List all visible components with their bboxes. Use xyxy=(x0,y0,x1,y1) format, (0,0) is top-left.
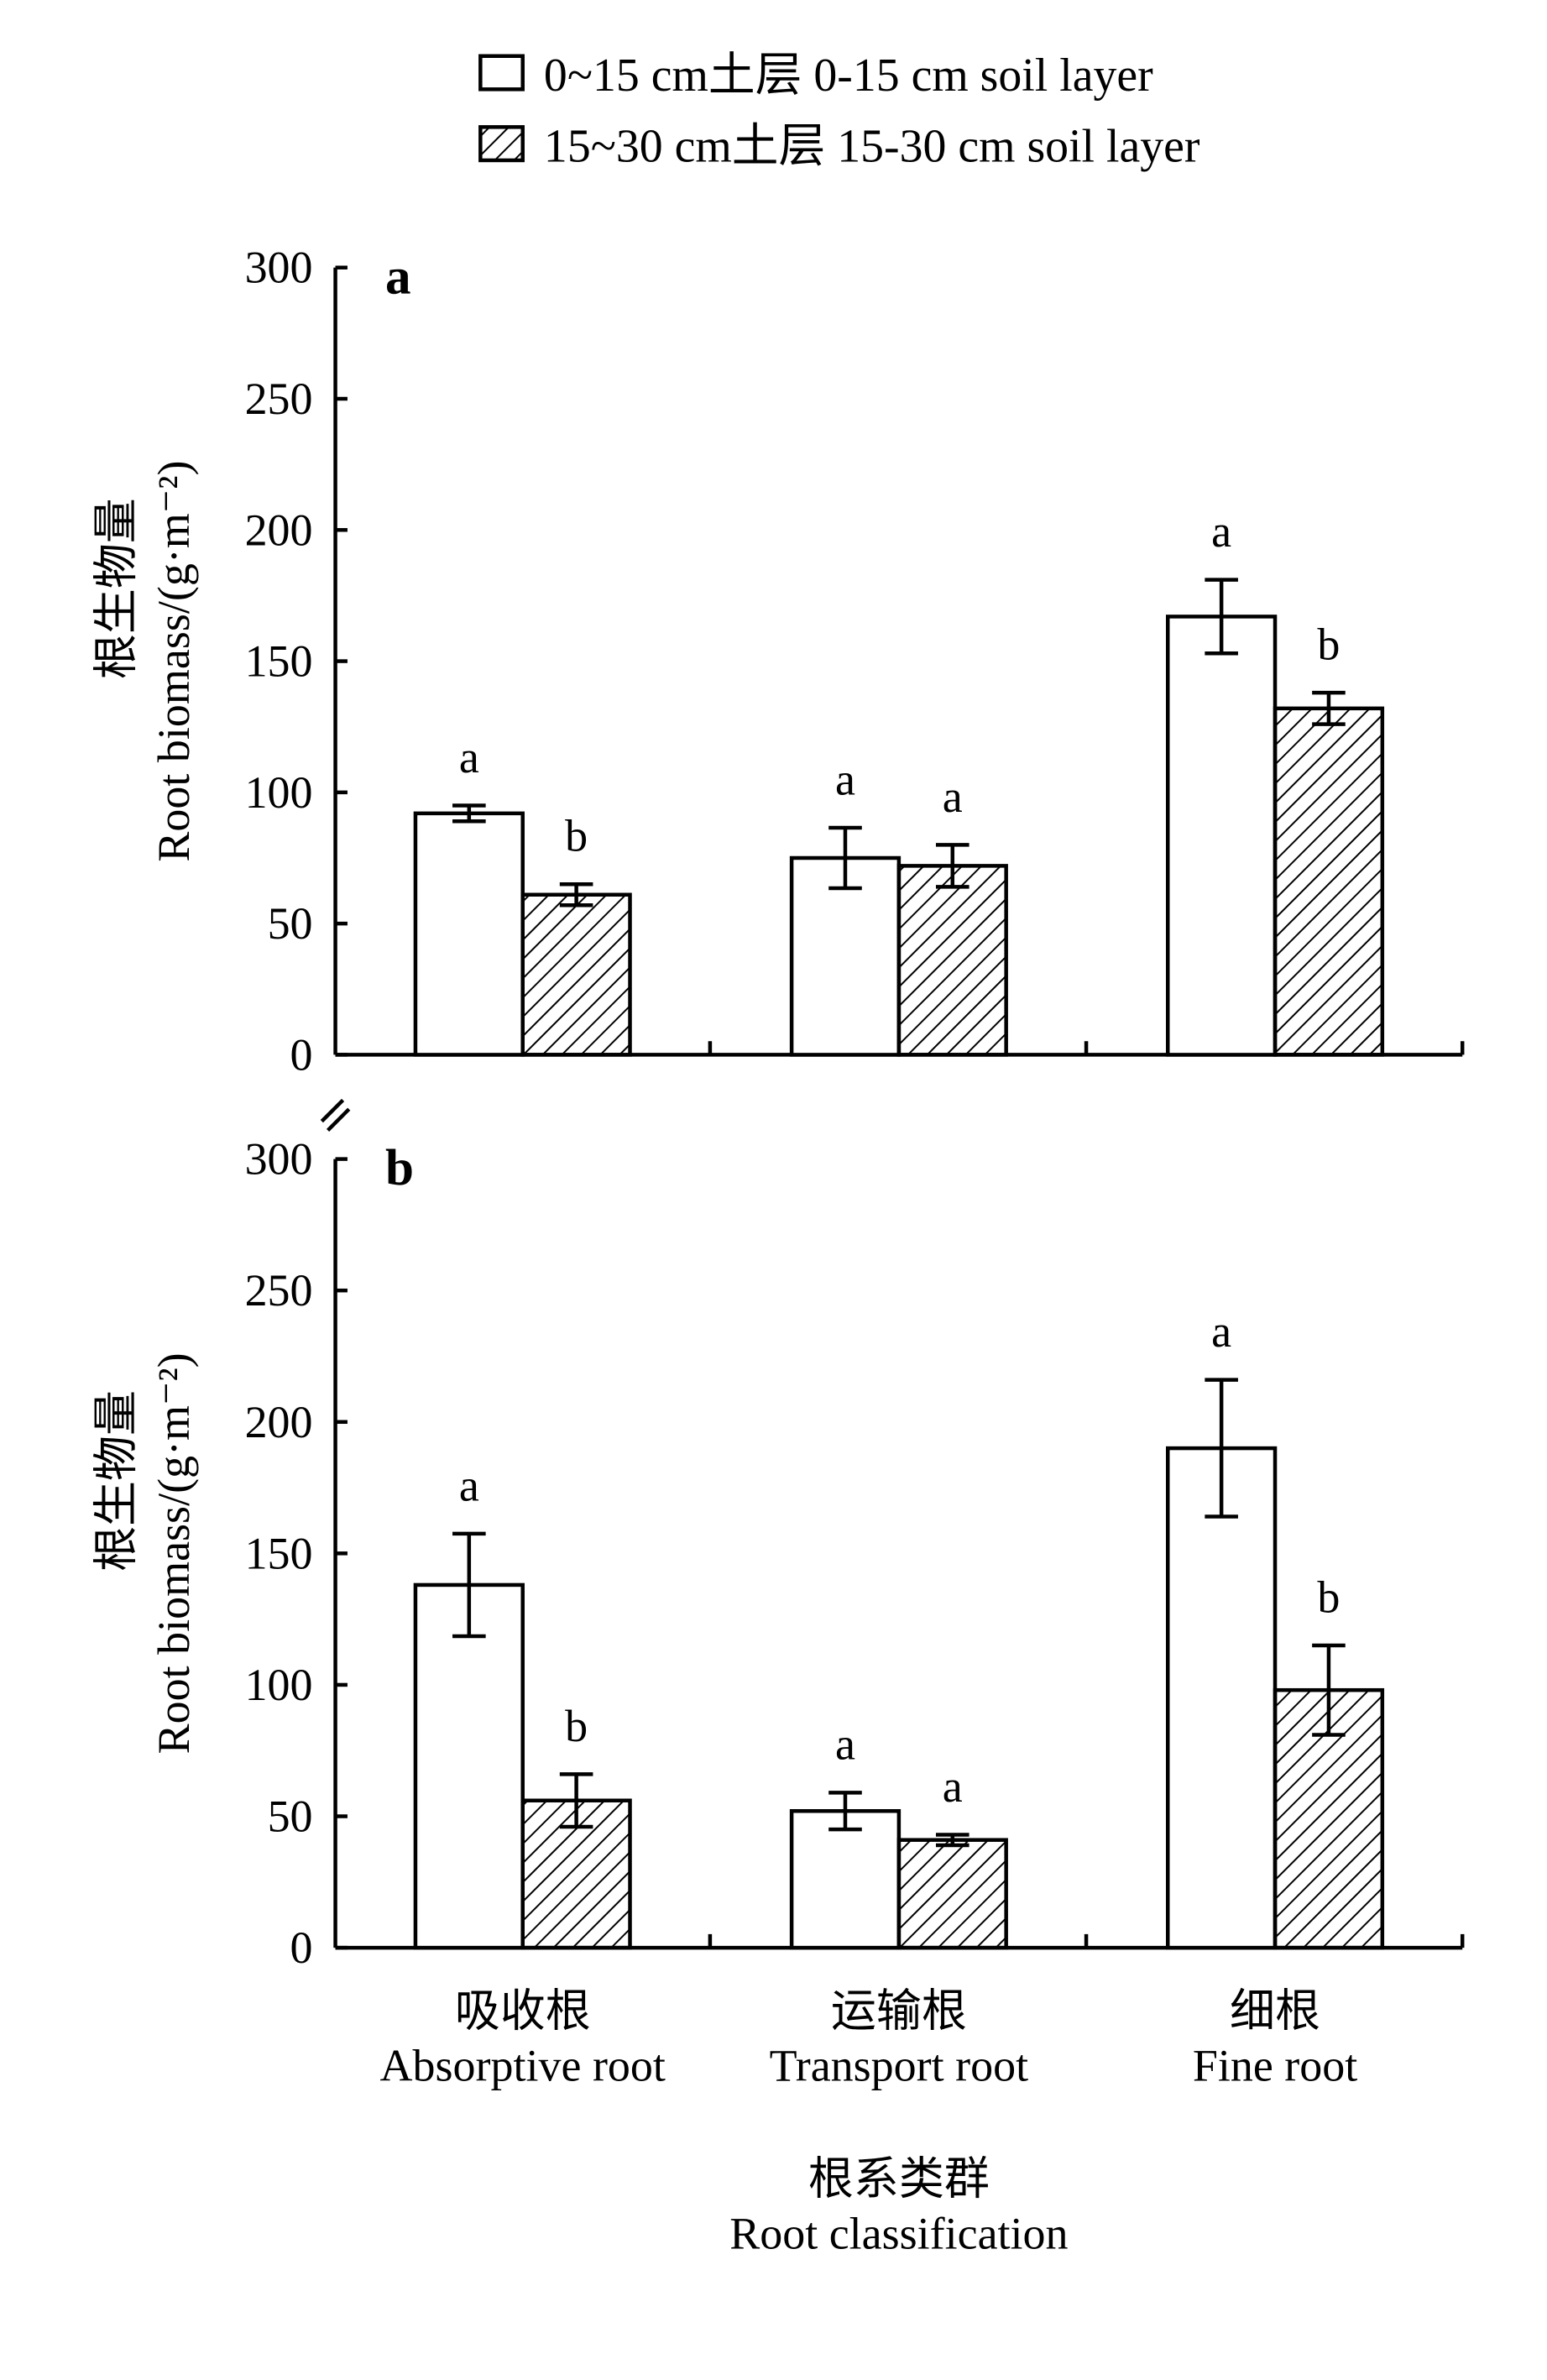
y-tick-label: 200 xyxy=(245,1397,313,1447)
significance-letter: a xyxy=(943,772,963,822)
y-tick-label: 300 xyxy=(245,1134,313,1185)
error-bar xyxy=(935,843,969,889)
bar-15-30 xyxy=(896,864,1008,1057)
significance-letter: a xyxy=(943,1761,963,1812)
y-axis-title-cn: 根生物量 xyxy=(91,498,142,679)
error-bar xyxy=(1205,578,1238,656)
y-tick-label: 150 xyxy=(245,1528,313,1578)
error-bar xyxy=(935,1833,969,1848)
bar-0-15 xyxy=(789,1809,902,1950)
x-label-cn-2: 细根 xyxy=(1230,1986,1320,2037)
y-tick-label: 250 xyxy=(245,374,313,424)
legend-swatch-0-15 xyxy=(478,54,525,92)
y-axis-title-cn: 根生物量 xyxy=(91,1390,142,1572)
y-tick-label: 50 xyxy=(268,1792,313,1842)
x-label-cn-0: 吸收根 xyxy=(455,1986,591,2037)
significance-letter: b xyxy=(1317,619,1340,669)
significance-letter: a xyxy=(835,754,855,804)
bar-0-15 xyxy=(1165,1446,1278,1950)
significance-letter: a xyxy=(1211,1306,1231,1357)
x-label-en-1: Transport root xyxy=(770,2040,1028,2090)
error-bar xyxy=(452,803,486,824)
x-axis-title-cn: 根系类群 xyxy=(808,2153,990,2204)
panel-b: 0 50 100 150 200 250 300 b 根生物量 Root biomass/(g·m… xyxy=(91,1134,1465,1973)
error-bar xyxy=(1312,690,1346,726)
y-tick-label: 250 xyxy=(245,1265,313,1316)
legend-swatch-15-30 xyxy=(478,125,525,163)
y-axis-title-en: Root biomass/(g·m⁻²) xyxy=(149,1352,199,1754)
y-tick-label: 100 xyxy=(245,767,313,818)
y-tick-label: 50 xyxy=(268,898,313,949)
x-axis-title-en: Root classification xyxy=(729,2208,1068,2258)
y-tick-label: 200 xyxy=(245,505,313,555)
significance-letter: b xyxy=(565,1701,588,1751)
bar-15-30 xyxy=(520,892,632,1057)
legend-label-15-30: 15~30 cm土层 15-30 cm soil layer xyxy=(544,121,1200,173)
error-bar xyxy=(828,825,862,891)
y-tick-label: 150 xyxy=(245,636,313,687)
bar-0-15 xyxy=(789,855,902,1057)
legend: 0~15 cm土层 0-15 cm soil layer 15~30 cm土层 … xyxy=(478,50,1200,173)
error-bar xyxy=(1312,1643,1346,1737)
error-bar xyxy=(1205,1378,1238,1519)
y-tick-label: 100 xyxy=(245,1660,313,1710)
significance-letter: a xyxy=(835,1719,855,1770)
legend-label-0-15: 0~15 cm土层 0-15 cm soil layer xyxy=(544,50,1153,102)
error-bar xyxy=(559,1772,593,1829)
significance-letter: a xyxy=(1211,506,1231,557)
error-bar xyxy=(559,881,593,908)
significance-letter: a xyxy=(459,732,479,782)
significance-letter: a xyxy=(459,1460,479,1510)
significance-letter: b xyxy=(565,811,588,861)
x-label-cn-1: 运输根 xyxy=(831,1986,967,2037)
panel-a: 0 50 100 150 200 250 300 a 根生物量 Root biomass/(g·m… xyxy=(91,243,1465,1080)
bar-15-30 xyxy=(896,1838,1008,1950)
significance-letter: b xyxy=(1317,1572,1340,1622)
x-label-en-2: Fine root xyxy=(1193,2040,1357,2090)
error-bar xyxy=(828,1791,862,1832)
y-tick-label: 0 xyxy=(290,1029,313,1080)
y-tick-label: 300 xyxy=(245,243,313,293)
bar-15-30 xyxy=(1273,706,1385,1057)
bar-0-15 xyxy=(413,1582,525,1950)
panel-label: b xyxy=(385,1139,414,1196)
error-bar xyxy=(452,1531,486,1639)
x-label-en-0: Absorptive root xyxy=(380,2040,666,2090)
y-tick-label: 0 xyxy=(290,1922,313,1973)
y-axis-title-en: Root biomass/(g·m⁻²) xyxy=(149,461,199,862)
bar-0-15 xyxy=(413,811,525,1057)
panel-label: a xyxy=(385,248,411,305)
x-category-labels: 吸收根 运输根 细根 Absorptive root Transport roo… xyxy=(380,1986,1358,2259)
axis-break xyxy=(320,1098,351,1132)
bar-0-15 xyxy=(1165,615,1278,1057)
